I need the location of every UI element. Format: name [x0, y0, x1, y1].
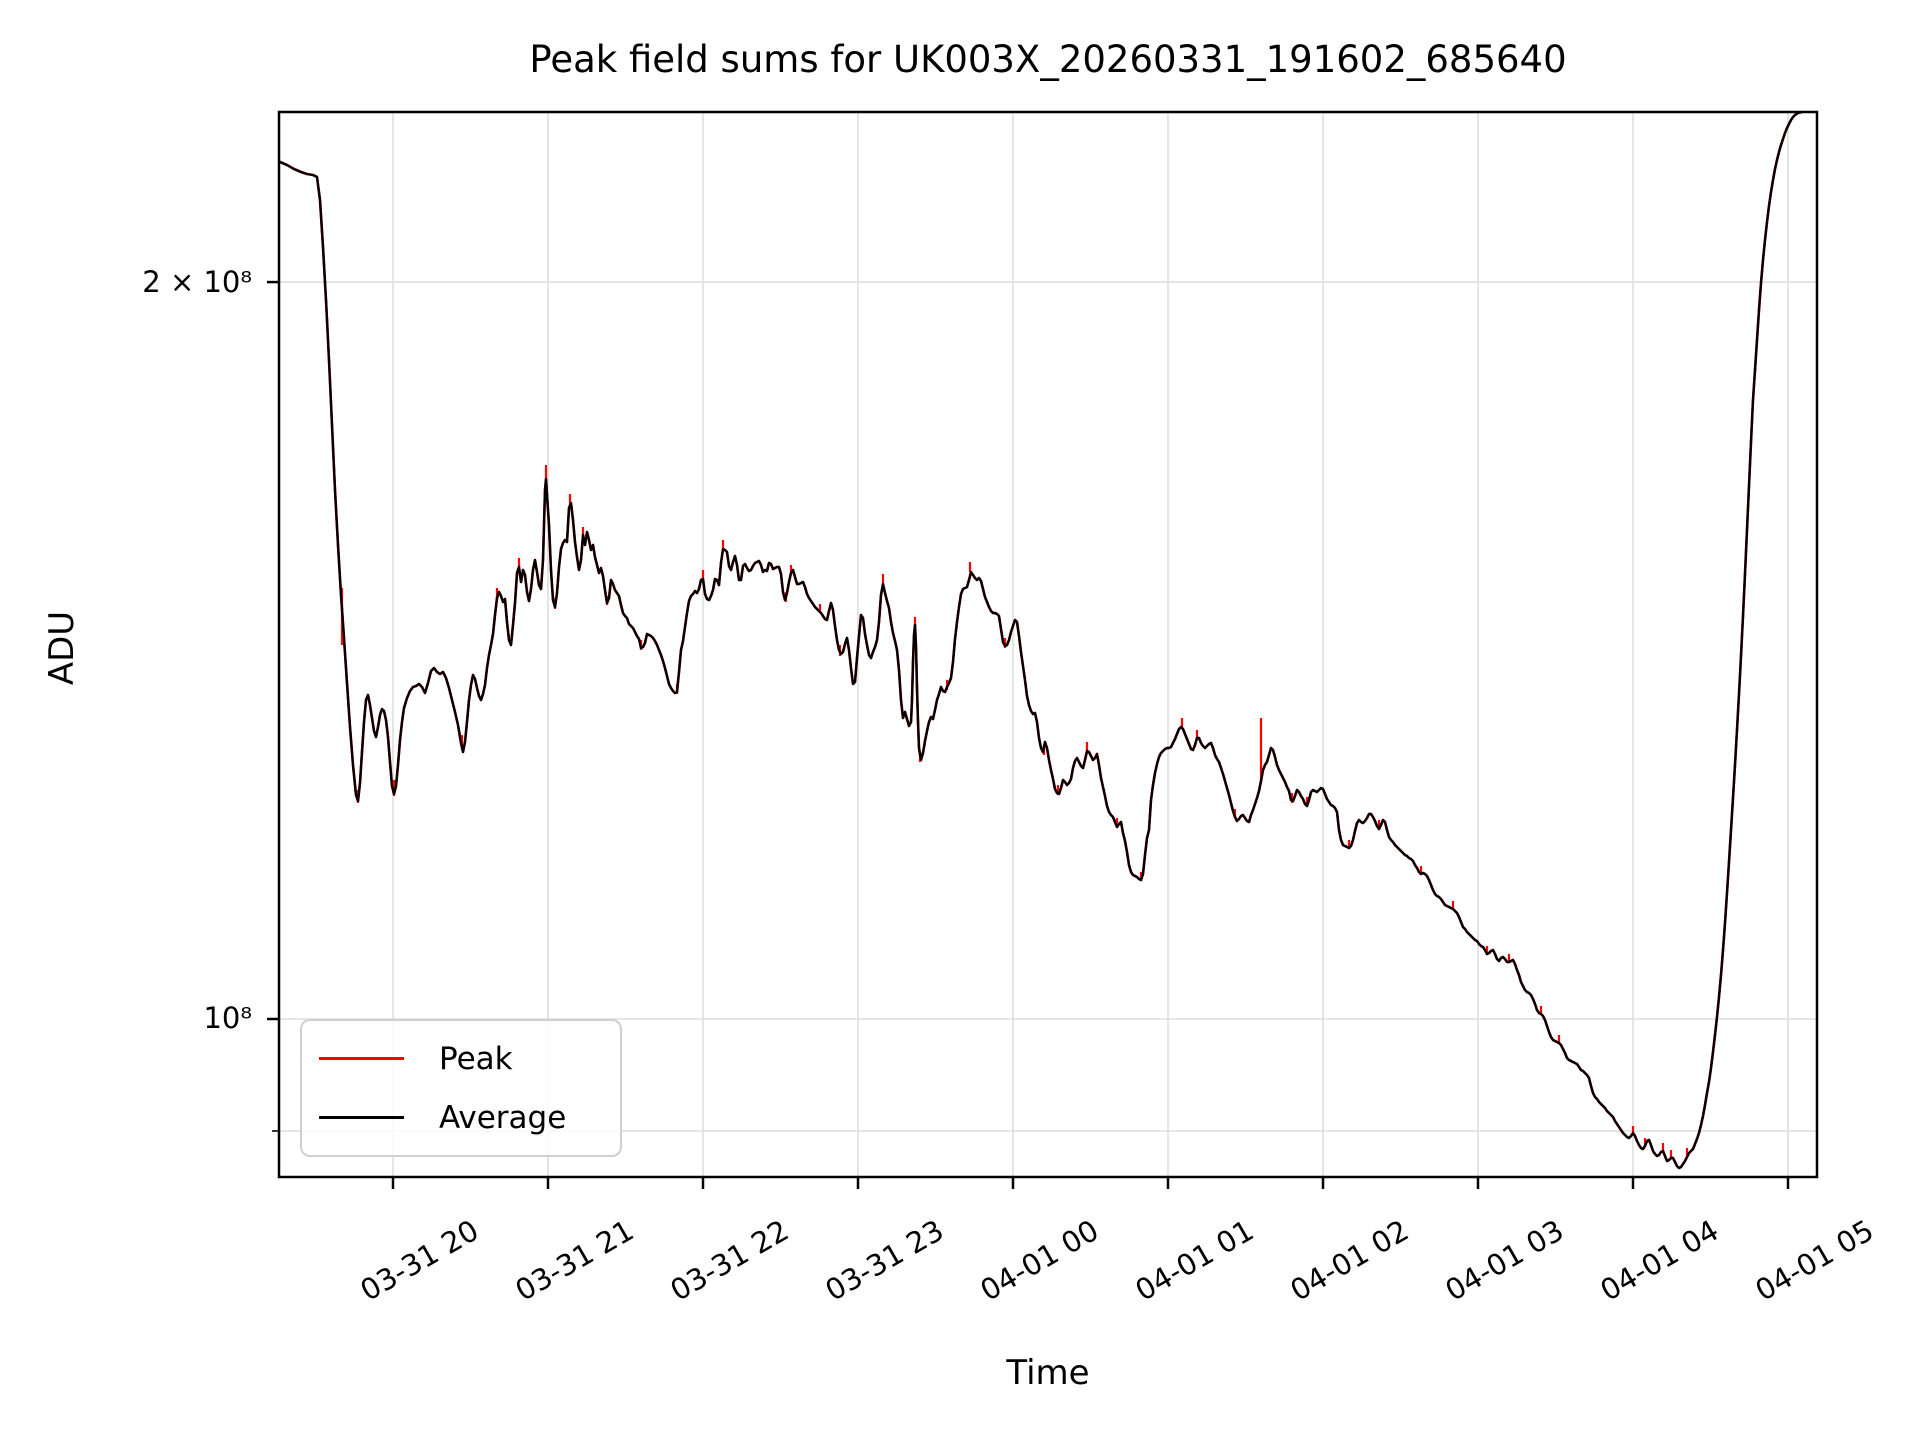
- legend-label-peak: Peak: [439, 1040, 513, 1077]
- legend-entry-peak: Peak: [302, 1041, 620, 1077]
- series-average-line: [279, 112, 1809, 1170]
- legend-label-average: Average: [439, 1099, 567, 1136]
- y-axis-label: ADU: [42, 610, 82, 686]
- y-tick-label-1e8: 10⁸: [203, 1001, 252, 1035]
- chart-title: Peak field sums for UK003X_20260331_1916…: [529, 38, 1567, 81]
- legend-line-sample-average: [319, 1116, 404, 1119]
- legend-entry-average: Average: [302, 1100, 620, 1136]
- y-tick-label-2e8: 2 × 10⁸: [142, 265, 252, 299]
- legend: Peak Average: [300, 1019, 622, 1157]
- x-axis-label: Time: [1006, 1353, 1090, 1393]
- plot-border: [277, 110, 1819, 1179]
- legend-line-sample-peak: [319, 1057, 404, 1060]
